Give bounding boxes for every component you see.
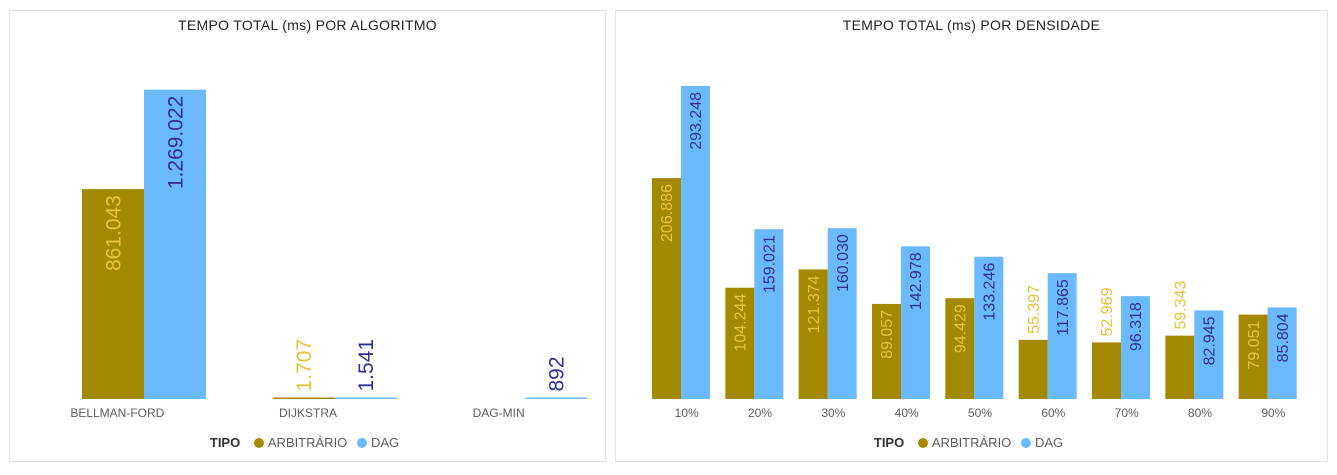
data-label: 117.865 (1055, 279, 1072, 336)
bar-arbitrario[interactable] (725, 287, 755, 399)
x-tick-label: 80% (1188, 406, 1212, 420)
legend: TIPO ARBITRÁRIO DAG (10, 435, 605, 450)
bar-chart-algoritmo: BELLMAN-FORD 861.043 1.269.022 DIJKSTRA 1.70… (70, 89, 588, 420)
bar-arbitrario[interactable] (1018, 339, 1048, 399)
bar-dag[interactable] (1047, 273, 1077, 399)
chart-panel-densidade: TEMPO TOTAL (ms) POR DENSIDADE 10% 206.88… (615, 10, 1328, 462)
bar-dag[interactable] (681, 85, 710, 400)
x-tick-label: BELLMAN-FORD (70, 406, 164, 420)
bar-dag[interactable] (1267, 307, 1297, 399)
data-label: 79.051 (1246, 321, 1263, 370)
data-label: 892 (546, 356, 569, 391)
bar-arbitrario[interactable] (798, 269, 828, 399)
legend-swatch-arbitrario (917, 438, 928, 448)
legend-swatch-dag (1020, 438, 1031, 448)
bar-arbitrario[interactable] (272, 397, 335, 400)
x-tick-label: 70% (1115, 406, 1139, 420)
data-label: 89.057 (879, 310, 896, 359)
bar-dag[interactable] (974, 256, 1004, 399)
data-label: 160.030 (835, 234, 852, 292)
x-tick-label: 90% (1261, 406, 1285, 420)
bar-arbitrario[interactable] (945, 298, 975, 399)
legend-swatch-arbitrario (253, 438, 264, 448)
chart-title: TEMPO TOTAL (ms) POR DENSIDADE (842, 17, 1101, 33)
legend-swatch-dag (356, 438, 367, 448)
bar-dag[interactable] (1121, 296, 1150, 399)
bar-arbitrario[interactable] (1092, 342, 1121, 399)
bar-arbitrario[interactable] (1165, 335, 1195, 399)
data-label: 104.244 (732, 294, 749, 352)
x-tick-label: 30% (821, 406, 845, 420)
legend-label-dag: DAG (370, 435, 400, 450)
legend-label-arbitrario: ARBITRÁRIO (267, 435, 348, 450)
legend: TIPO ARBITRÁRIO DAG (616, 435, 1327, 450)
data-label: 861.043 (102, 195, 125, 271)
data-label: 121.374 (806, 275, 823, 333)
x-tick-label: DIJKSTRA (279, 406, 337, 420)
data-label: 142.978 (908, 252, 925, 310)
chart-title: TEMPO TOTAL (ms) POR ALGORITMO (178, 17, 437, 33)
data-label: 1.707 (293, 339, 316, 392)
x-tick-label: DAG-MIN (473, 406, 525, 420)
data-label: 96.318 (1128, 302, 1145, 351)
bar-dag[interactable] (334, 397, 397, 400)
x-tick-label: 20% (748, 406, 772, 420)
data-label: 1.541 (355, 339, 378, 392)
data-label: 94.429 (952, 304, 969, 353)
bar-dag[interactable] (144, 89, 206, 399)
data-label: 82.945 (1201, 316, 1218, 365)
data-label: 159.021 (761, 235, 778, 293)
legend-label-arbitrario: ARBITRÁRIO (931, 435, 1012, 450)
data-label: 293.248 (688, 92, 705, 150)
legend-title: TIPO (209, 435, 241, 450)
data-label: 85.804 (1275, 313, 1292, 362)
legend-title: TIPO (873, 435, 905, 450)
data-label: 1.269.022 (164, 96, 187, 189)
bar-dag[interactable] (1194, 310, 1224, 399)
data-label: 206.886 (659, 184, 676, 242)
bar-arbitrario[interactable] (652, 178, 681, 399)
bar-arbitrario[interactable] (872, 303, 901, 399)
bar-dag[interactable] (525, 397, 588, 400)
bar-dag[interactable] (754, 229, 784, 399)
data-label: 52.969 (1099, 287, 1116, 336)
bar-arbitrario[interactable] (1238, 314, 1268, 399)
legend-label-dag: DAG (1034, 435, 1064, 450)
bar-dag[interactable] (901, 246, 930, 399)
data-label: 59.343 (1172, 281, 1189, 330)
bar-arbitrario[interactable] (82, 189, 144, 399)
data-label: 133.246 (981, 263, 998, 321)
x-tick-label: 50% (968, 406, 992, 420)
bar-dag[interactable] (827, 228, 857, 399)
x-tick-label: 40% (895, 406, 919, 420)
data-label: 55.397 (1026, 285, 1043, 334)
chart-panel-algoritmo: TEMPO TOTAL (ms) POR ALGORITMO BELLMAN-F… (9, 10, 606, 462)
bar-chart-densidade: 10% 206.886 293.248 20% 104.244 159.021 30% 121… (652, 85, 1297, 420)
x-tick-label: 10% (675, 406, 699, 420)
x-tick-label: 60% (1041, 406, 1065, 420)
